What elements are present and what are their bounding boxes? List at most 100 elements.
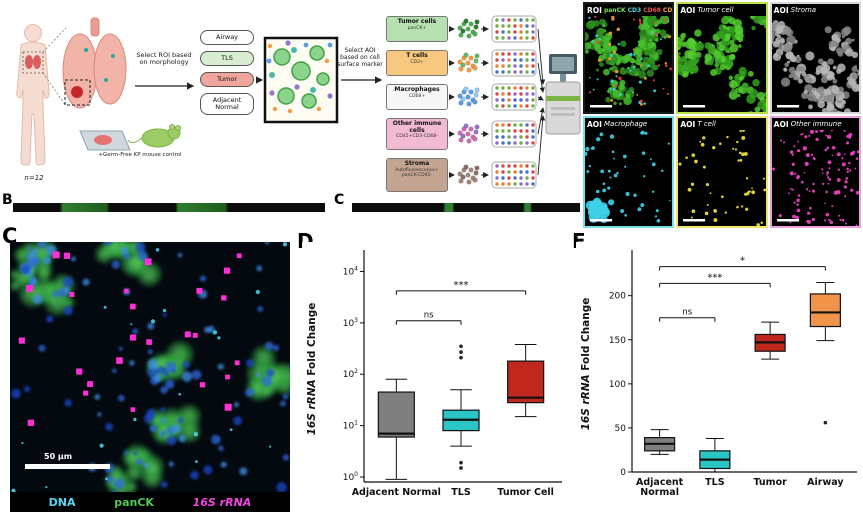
cropped-strip-b [13, 203, 325, 212]
tile-image [585, 130, 673, 226]
tile-title: AOI [773, 119, 789, 129]
tile-header: AOI Tumor cell [678, 4, 766, 16]
aoi-option-macrophages: Macrophages CD68+ [386, 84, 448, 110]
tile-subtitle: T cell [697, 120, 716, 128]
roi-option-adjacent-normal: Adjacent Normal [200, 93, 254, 115]
legend-panck: panCK [114, 495, 154, 509]
svg-text:TLS: TLS [451, 487, 471, 498]
aoi-option-label: T cells [406, 52, 428, 59]
panel-a-workflow: n=12 +Germ-Free KP mouse control Select … [0, 0, 583, 200]
roi-option-label: Tumor [216, 75, 238, 84]
boxplot-16s-fold-change-by-aoi: 100 101 102 103 104 Adjacent Normal TLS Tumor C… [302, 242, 568, 512]
roi-step-label: Select ROI based on morphology [136, 51, 192, 67]
svg-text:***: *** [454, 280, 469, 291]
tile-image [585, 16, 673, 112]
svg-text:Tumor Cell: Tumor Cell [497, 487, 554, 498]
strip-c-label: C [334, 192, 345, 208]
tile-image [678, 16, 766, 112]
aoi-option-t-cells: T cells CD3+ [386, 50, 448, 76]
roi-option-tls: TLS [200, 51, 254, 66]
svg-text:16S rRNA Fold Change: 16S rRNA Fold Change [306, 303, 318, 436]
svg-text:Adjacent Normal: Adjacent Normal [352, 487, 441, 498]
aoi-flow-art [449, 15, 546, 189]
aoi-option-label: Tumor cells [397, 18, 437, 25]
svg-text:Tumor: Tumor [753, 477, 787, 488]
svg-text:TLS: TLS [705, 477, 725, 488]
aoi-option-stroma: Stroma Autofluorescence+ panCK-CD45- [386, 158, 448, 192]
tile-image [678, 130, 766, 226]
mouse-icon [127, 124, 181, 148]
svg-text:Airway: Airway [807, 477, 844, 488]
tile-subtitle: Other immune [790, 120, 842, 128]
roi-option-airway: Airway [200, 30, 254, 45]
tissue-image [263, 36, 339, 124]
svg-text:150: 150 [609, 336, 626, 346]
svg-text:***: *** [707, 272, 722, 283]
marker-panck-label: panCK [603, 6, 626, 14]
roi-selection-box [64, 79, 91, 106]
aoi-option-marker: panCK+ [407, 25, 427, 31]
sample-size-label: n=12 [24, 174, 44, 182]
fluorescence-art [10, 242, 290, 492]
tile-header: AOI T cell [678, 118, 766, 130]
microscopy-tile-t-cell: AOI T cell [676, 116, 768, 228]
tile-title: ROI [587, 5, 602, 15]
panel-a-art [16, 15, 581, 189]
aoi-option-label: Macrophages [394, 86, 440, 93]
aoi-option-marker: CD68+ [408, 93, 426, 99]
panel-c-legend: DNA panCK 16S rRNA [10, 492, 290, 512]
panel-b-label: B [2, 192, 13, 208]
tile-title: AOI [773, 5, 789, 15]
aoi-option-tumor-cells: Tumor cells panCK+ [386, 16, 448, 42]
tile-title: AOI [680, 119, 696, 129]
microscopy-tile-roi: ROI panCK CD3 CD68 CD45 [583, 2, 675, 114]
mouse-control-note: +Germ-Free KP mouse control [98, 152, 182, 158]
panel-c-image: 50 µm [10, 242, 290, 492]
tile-title: AOI [587, 119, 602, 129]
panel-c-label: C [2, 224, 18, 248]
svg-text:16S rRNA Fold Change: 16S rRNA Fold Change [580, 298, 592, 431]
tile-title: AOI [680, 5, 696, 15]
aoi-option-other-immune: Other immune cells CD45+CD3-CD68- [386, 118, 448, 150]
lung-diagram-icon [62, 17, 127, 109]
roi-option-label: Adjacent Normal [212, 96, 242, 111]
svg-text:102: 102 [343, 368, 358, 380]
roi-option-label: TLS [221, 54, 233, 63]
aoi-option-label: Other immune cells [392, 120, 442, 134]
tile-image [771, 130, 859, 226]
scale-bar-label: 50 µm [44, 452, 73, 461]
boxplot-16s-fold-change-by-roi: 0 50 100 150 200 Adjacent Normal TLS Tumor Airway… [576, 242, 861, 512]
tile-subtitle: Stroma [790, 6, 817, 14]
microscopy-tile-stroma: AOI Stroma [769, 2, 861, 114]
roi-option-label: Airway [215, 33, 239, 42]
svg-text:104: 104 [343, 265, 358, 277]
aoi-step-label: Select AOI based on cell surface marker [337, 47, 383, 68]
aoi-option-marker: CD45+CD3-CD68- [395, 134, 438, 140]
microscopy-tile-macrophage: AOI Macrophage [583, 116, 675, 228]
svg-text:103: 103 [343, 317, 358, 329]
roi-option-tumor: Tumor [200, 72, 254, 87]
microscopy-grid: ROI panCK CD3 CD68 CD45 AOI Tumor cell A… [583, 2, 861, 228]
legend-16s-rrna: 16S rRNA [192, 495, 252, 509]
svg-text:*: * [740, 256, 745, 267]
svg-text:ns: ns [682, 308, 692, 318]
tile-header: ROI panCK CD3 CD68 CD45 [585, 4, 673, 16]
sequencer-icon [545, 54, 581, 135]
svg-text:100: 100 [609, 380, 626, 390]
slide-icon [79, 130, 131, 151]
marker-cd45-label: CD45 [662, 6, 673, 14]
microscopy-tile-tumor-cell: AOI Tumor cell [676, 2, 768, 114]
tile-header: AOI Stroma [771, 4, 859, 16]
svg-text:50: 50 [615, 424, 627, 434]
marker-cd68-label: CD68 [643, 6, 661, 14]
aoi-option-label: Stroma [404, 160, 430, 167]
tile-header: AOI Macrophage [585, 118, 673, 130]
aoi-option-marker: CD3+ [410, 59, 424, 65]
human-figure-icon [16, 24, 67, 166]
tile-subtitle: Tumor cell [697, 6, 734, 14]
marker-cd3-label: CD3 [627, 6, 642, 14]
aoi-option-marker: Autofluorescence+ panCK-CD45- [395, 167, 439, 178]
svg-text:0: 0 [620, 468, 626, 478]
